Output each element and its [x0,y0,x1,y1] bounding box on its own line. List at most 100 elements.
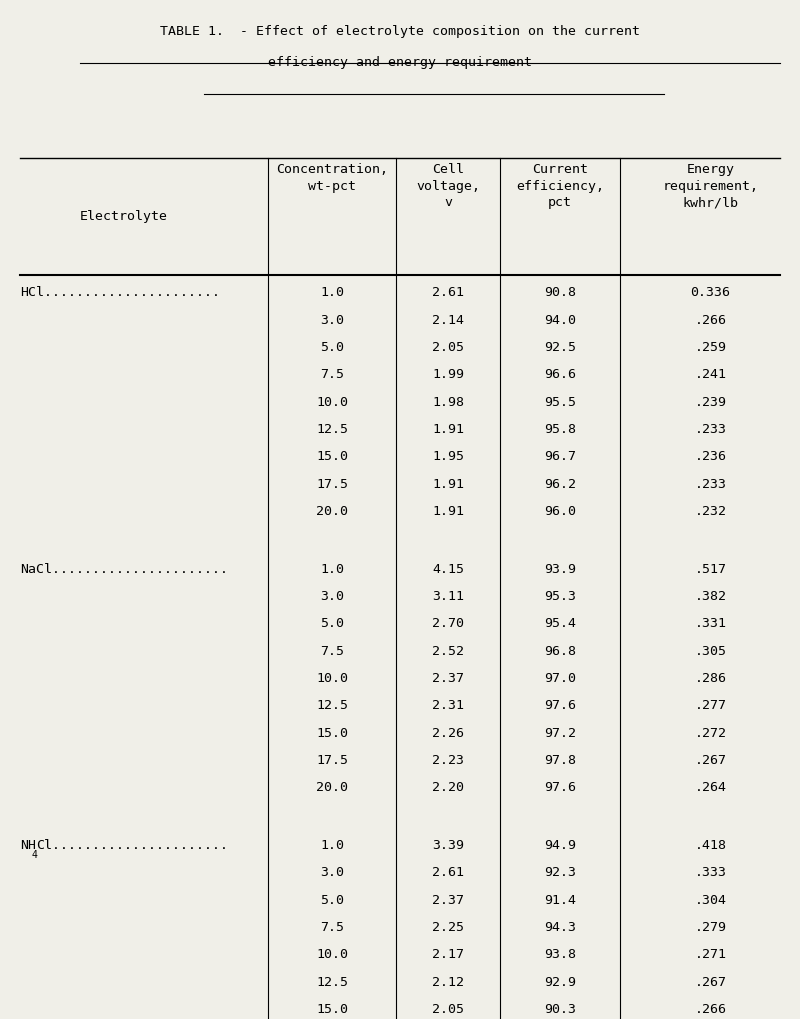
Text: 92.5: 92.5 [544,341,576,354]
Text: 3.0: 3.0 [320,590,344,603]
Text: 1.91: 1.91 [432,478,464,490]
Text: Concentration,
wt-pct: Concentration, wt-pct [276,163,388,193]
Text: .259: .259 [694,341,726,354]
Text: 2.61: 2.61 [432,866,464,879]
Text: 15.0: 15.0 [316,1003,348,1016]
Text: Cell
voltage,
v: Cell voltage, v [416,163,480,209]
Text: Current
efficiency,
pct: Current efficiency, pct [516,163,604,209]
Text: 3.11: 3.11 [432,590,464,603]
Text: .333: .333 [694,866,726,879]
Text: 96.8: 96.8 [544,645,576,657]
Text: 96.7: 96.7 [544,450,576,464]
Text: 2.52: 2.52 [432,645,464,657]
Text: .236: .236 [694,450,726,464]
Text: .271: .271 [694,949,726,961]
Text: 2.05: 2.05 [432,341,464,354]
Text: .233: .233 [694,478,726,490]
Text: 1.95: 1.95 [432,450,464,464]
Text: HCl......................: HCl...................... [20,286,220,300]
Text: 95.4: 95.4 [544,618,576,631]
Text: 5.0: 5.0 [320,894,344,907]
Text: 97.8: 97.8 [544,754,576,767]
Text: 2.26: 2.26 [432,727,464,740]
Text: efficiency and energy requirement: efficiency and energy requirement [268,56,532,69]
Text: .418: .418 [694,839,726,852]
Text: .305: .305 [694,645,726,657]
Text: 4: 4 [31,850,38,860]
Text: 95.3: 95.3 [544,590,576,603]
Text: 2.61: 2.61 [432,286,464,300]
Text: 91.4: 91.4 [544,894,576,907]
Text: 10.0: 10.0 [316,672,348,685]
Text: 1.91: 1.91 [432,504,464,518]
Text: .331: .331 [694,618,726,631]
Text: 90.8: 90.8 [544,286,576,300]
Text: 0.336: 0.336 [690,286,730,300]
Text: 2.37: 2.37 [432,672,464,685]
Text: .267: .267 [694,754,726,767]
Text: 93.8: 93.8 [544,949,576,961]
Text: 94.9: 94.9 [544,839,576,852]
Text: 94.3: 94.3 [544,921,576,934]
Text: 20.0: 20.0 [316,782,348,794]
Text: 2.14: 2.14 [432,314,464,327]
Text: 2.37: 2.37 [432,894,464,907]
Text: Electrolyte: Electrolyte [80,210,168,223]
Text: .241: .241 [694,368,726,381]
Text: .286: .286 [694,672,726,685]
Text: 2.05: 2.05 [432,1003,464,1016]
Text: 1.0: 1.0 [320,839,344,852]
Text: 1.91: 1.91 [432,423,464,436]
Text: NH: NH [20,839,36,852]
Text: 7.5: 7.5 [320,368,344,381]
Text: .279: .279 [694,921,726,934]
Text: NaCl......................: NaCl...................... [20,562,228,576]
Text: 2.20: 2.20 [432,782,464,794]
Text: 2.70: 2.70 [432,618,464,631]
Text: .239: .239 [694,395,726,409]
Text: .266: .266 [694,314,726,327]
Text: 15.0: 15.0 [316,450,348,464]
Text: 1.98: 1.98 [432,395,464,409]
Text: 92.9: 92.9 [544,975,576,988]
Text: 96.2: 96.2 [544,478,576,490]
Text: 96.0: 96.0 [544,504,576,518]
Text: 10.0: 10.0 [316,395,348,409]
Text: 95.8: 95.8 [544,423,576,436]
Text: .232: .232 [694,504,726,518]
Text: .272: .272 [694,727,726,740]
Text: 92.3: 92.3 [544,866,576,879]
Text: TABLE 1.  - Effect of electrolyte composition on the current: TABLE 1. - Effect of electrolyte composi… [160,25,640,39]
Text: 97.6: 97.6 [544,782,576,794]
Text: 17.5: 17.5 [316,754,348,767]
Text: 97.2: 97.2 [544,727,576,740]
Text: 5.0: 5.0 [320,341,344,354]
Text: 90.3: 90.3 [544,1003,576,1016]
Text: 12.5: 12.5 [316,975,348,988]
Text: .517: .517 [694,562,726,576]
Text: 20.0: 20.0 [316,504,348,518]
Text: .304: .304 [694,894,726,907]
Text: .267: .267 [694,975,726,988]
Text: 5.0: 5.0 [320,618,344,631]
Text: 97.0: 97.0 [544,672,576,685]
Text: 3.39: 3.39 [432,839,464,852]
Text: 4.15: 4.15 [432,562,464,576]
Text: 2.25: 2.25 [432,921,464,934]
Text: 1.0: 1.0 [320,562,344,576]
Text: 3.0: 3.0 [320,314,344,327]
Text: 15.0: 15.0 [316,727,348,740]
Text: 93.9: 93.9 [544,562,576,576]
Text: .264: .264 [694,782,726,794]
Text: Energy
requirement,
kwhr/lb: Energy requirement, kwhr/lb [662,163,758,209]
Text: Cl......................: Cl...................... [36,839,228,852]
Text: 2.17: 2.17 [432,949,464,961]
Text: .277: .277 [694,699,726,712]
Text: 12.5: 12.5 [316,699,348,712]
Text: 96.6: 96.6 [544,368,576,381]
Text: 2.12: 2.12 [432,975,464,988]
Text: .266: .266 [694,1003,726,1016]
Text: 10.0: 10.0 [316,949,348,961]
Text: .382: .382 [694,590,726,603]
Text: 94.0: 94.0 [544,314,576,327]
